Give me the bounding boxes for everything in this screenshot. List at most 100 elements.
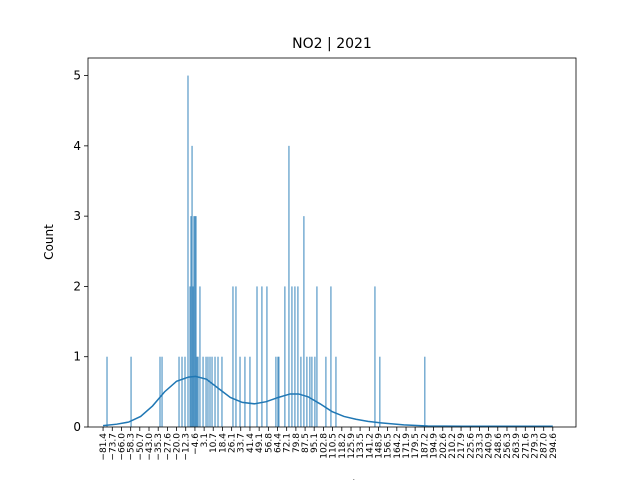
bar bbox=[192, 286, 194, 427]
bar bbox=[197, 356, 199, 427]
x-tick-label: 210.2 bbox=[448, 433, 458, 459]
x-tick-label: 125.9 bbox=[347, 433, 357, 459]
plot-frame bbox=[87, 57, 577, 428]
x-tick-label: 118.2 bbox=[338, 433, 348, 459]
x-tick-label: −81.4 bbox=[99, 433, 109, 461]
bar bbox=[266, 286, 268, 427]
x-tick-label: 256.3 bbox=[503, 433, 513, 459]
bar bbox=[189, 286, 191, 427]
x-tick-label: 110.5 bbox=[329, 433, 339, 459]
x-tick-label: 95.1 bbox=[310, 433, 320, 453]
x-tick-label: 194.9 bbox=[430, 433, 440, 459]
x-tick-label: 271.6 bbox=[521, 433, 531, 459]
x-tick-label: 202.6 bbox=[439, 433, 449, 459]
y-tick-label: 1 bbox=[73, 350, 81, 364]
x-tick-label: 102.8 bbox=[319, 433, 329, 459]
x-tick-label: 26.1 bbox=[228, 433, 238, 453]
bar bbox=[217, 356, 219, 427]
x-tick-label: 64.4 bbox=[273, 433, 283, 453]
x-tick-label: −27.6 bbox=[163, 433, 173, 461]
bar bbox=[181, 356, 183, 427]
bar bbox=[239, 356, 241, 427]
x-tick-label: −20.0 bbox=[173, 433, 183, 461]
y-tick-label: 0 bbox=[73, 420, 81, 434]
x-tick-label: 41.4 bbox=[246, 433, 256, 453]
x-tick-label: 33.7 bbox=[237, 433, 247, 453]
x-tick-label: 156.5 bbox=[384, 433, 394, 459]
bar bbox=[330, 286, 332, 427]
bar bbox=[311, 356, 313, 427]
bar bbox=[335, 356, 337, 427]
bar bbox=[379, 356, 381, 427]
bar bbox=[193, 216, 195, 427]
bar bbox=[191, 145, 193, 427]
x-tick-label: −35.3 bbox=[154, 433, 164, 461]
y-tick-label: 5 bbox=[73, 69, 81, 83]
bar bbox=[211, 356, 213, 427]
x-tick-label: 18.4 bbox=[218, 433, 228, 453]
bar bbox=[300, 356, 302, 427]
x-tick-label: 164.2 bbox=[393, 433, 403, 459]
bar bbox=[288, 145, 290, 427]
bar bbox=[187, 75, 189, 428]
x-tick-label: −43.0 bbox=[145, 433, 155, 461]
bar bbox=[190, 216, 192, 427]
x-tick-label: 49.1 bbox=[255, 433, 265, 453]
bar bbox=[309, 356, 311, 427]
bar bbox=[130, 356, 132, 427]
bar bbox=[306, 356, 308, 427]
bar bbox=[159, 356, 161, 427]
x-tick-label: −66.0 bbox=[117, 433, 127, 461]
bar bbox=[284, 286, 286, 427]
x-tick-label: −58.3 bbox=[127, 433, 137, 461]
bar bbox=[261, 286, 263, 427]
bar bbox=[205, 356, 207, 427]
y-axis-label: Count bbox=[42, 224, 56, 260]
x-tick-label: 133.5 bbox=[356, 433, 366, 459]
x-tick-label: 287.0 bbox=[540, 433, 550, 459]
x-tick-label: 72.1 bbox=[283, 433, 293, 453]
bar bbox=[249, 356, 251, 427]
x-tick-label: 148.9 bbox=[375, 433, 385, 459]
x-axis-label: Percentage change bbox=[274, 478, 389, 480]
bar bbox=[161, 356, 163, 427]
x-tick-label: 187.2 bbox=[420, 433, 430, 459]
x-tick-label: −12.3 bbox=[182, 433, 192, 461]
bar bbox=[207, 356, 209, 427]
y-tick-label: 4 bbox=[73, 139, 81, 153]
x-tick-label: −4.6 bbox=[191, 433, 201, 455]
x-tick-label: 294.6 bbox=[549, 433, 559, 459]
bar bbox=[214, 356, 216, 427]
x-tick-label: 279.3 bbox=[530, 433, 540, 459]
x-tick-label: 248.6 bbox=[494, 433, 504, 459]
bar bbox=[199, 286, 201, 427]
bar bbox=[195, 216, 197, 427]
bar bbox=[194, 216, 196, 427]
x-tick-label: 10.7 bbox=[209, 433, 219, 453]
bar bbox=[209, 356, 211, 427]
bar bbox=[244, 356, 246, 427]
bar bbox=[424, 356, 426, 427]
x-tick-label: 263.9 bbox=[512, 433, 522, 459]
bar bbox=[294, 286, 296, 427]
bar bbox=[291, 286, 293, 427]
x-tick-label: 217.9 bbox=[457, 433, 467, 459]
x-tick-label: 3.1 bbox=[200, 433, 210, 447]
x-tick-label: 87.5 bbox=[301, 433, 311, 453]
x-tick-label: 79.8 bbox=[292, 433, 302, 453]
bar bbox=[178, 356, 180, 427]
bar bbox=[277, 356, 279, 427]
bar bbox=[374, 286, 376, 427]
kde-line bbox=[102, 375, 553, 428]
x-tick-label: 233.3 bbox=[475, 433, 485, 459]
bar bbox=[202, 356, 204, 427]
x-tick-label: 179.5 bbox=[411, 433, 421, 459]
y-tick-label: 3 bbox=[73, 209, 81, 223]
bar bbox=[275, 356, 277, 427]
bar bbox=[106, 356, 108, 427]
y-tick-label: 2 bbox=[73, 279, 81, 293]
x-tick-label: 225.6 bbox=[466, 433, 476, 459]
x-tick-label: 56.8 bbox=[264, 433, 274, 453]
